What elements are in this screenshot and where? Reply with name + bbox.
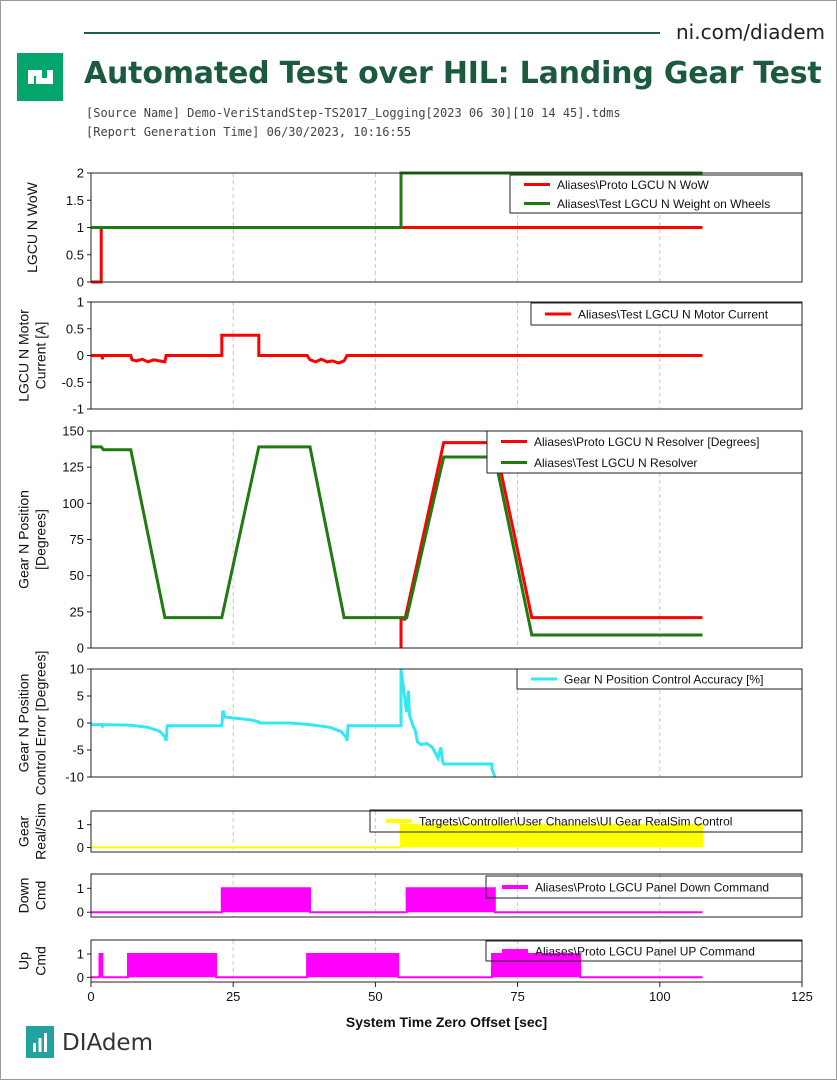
panel-1: 0 0.5 1 1.5 2 LGCU N WoW Aliases\Proto LGCU N … [24,166,803,290]
legend-box [369,809,803,833]
y-tick-label: 1 [77,220,84,235]
legend-label: Aliases\Proto LGCU N Resolver [Degrees] [534,435,759,449]
source-name-line: [Source Name] Demo-VeriStandStep-TS2017_… [86,106,621,120]
legend-label: Aliases\Test LGCU N Motor Current [578,308,769,322]
y-axis-label: Gear N Position [16,490,32,589]
x-tick-label: 75 [510,989,524,1004]
report-title: Automated Test over HIL: Landing Gear Te… [84,56,822,91]
legend-box [486,430,803,474]
site-url[interactable]: ni.com/diadem [676,20,826,44]
y-tick-label: 0 [77,716,84,731]
series-line-1 [91,953,703,979]
y-axis-label: Control Error [Degrees] [33,651,49,796]
x-tick-label: 50 [368,989,382,1004]
series-line-2 [91,445,703,637]
legend-label: Aliases\Test LGCU N Resolver [534,456,697,470]
y-axis-label: [Degrees] [33,509,49,570]
y-tick-label: 100 [62,496,84,511]
y-tick-label: 1 [77,295,84,310]
panel-3: 0 25 50 75 100 125 150 Gear N Position [Degrees]… [16,424,803,656]
y-axis-label: Down [16,878,32,914]
y-tick-label: 10 [70,662,84,677]
y-axis-label: Current [A] [33,322,49,390]
x-tick-label: 100 [649,989,671,1004]
y-tick-label: 1 [77,947,84,962]
ni-logo [17,53,63,101]
series-line-1 [91,226,703,284]
legend-label: Aliases\Test LGCU N Weight on Wheels [557,197,770,211]
y-tick-label: 0 [77,348,84,363]
y-tick-label: 5 [77,689,84,704]
series-fill-1 [91,954,703,978]
y-tick-label: -1 [72,402,84,417]
y-tick-label: -5 [72,743,84,758]
y-tick-label: 50 [70,568,84,583]
y-tick-label: 1 [77,881,84,896]
legend-box [516,668,803,690]
y-axis-label: LGCU N WoW [24,181,40,273]
legend-box [530,302,803,326]
series-fill-1 [91,888,703,913]
legend-label: Targets\Controller\User Channels\UI Gear… [419,815,732,829]
y-tick-label: 0.5 [66,247,84,262]
y-axis-label: Real/Sim [33,803,49,860]
y-axis-label: Cmd [33,946,49,976]
report-generation-line: [Report Generation Time] 06/30/2023, 10:… [86,125,412,139]
panel-7: 0 1 Up Cmd Aliases\Proto LGCU Panel UP Comma… [16,939,803,985]
y-tick-label: 0 [77,275,84,290]
y-tick-label: 0 [77,905,84,920]
y-tick-label: 0 [77,840,84,855]
y-tick-label: 1 [77,817,84,832]
series-line-1 [91,333,703,365]
panel-2: -1 -0.5 0 0.5 1 LGCU N Motor Current [A] Aliase… [16,295,803,417]
x-tick-label: 0 [87,989,94,1004]
diadem-logo-icon [26,1026,54,1058]
panel-5: 0 1 Gear Real/Sim Targets\Controller\User Ch… [16,803,803,860]
legend-label: Gear N Position Control Accuracy [%] [564,673,763,687]
y-tick-label: 0 [77,641,84,656]
y-axis-label: Cmd [33,881,49,911]
legend-box [485,940,803,962]
y-tick-label: 2 [77,166,84,181]
series-line-1 [91,668,497,778]
series-fill-1 [91,824,703,848]
y-tick-label: 75 [70,532,84,547]
diadem-brand: DIAdem [62,1030,153,1056]
y-tick-label: 125 [62,460,84,475]
y-axis-label: LGCU N Motor [16,309,32,402]
legend-label: Aliases\Proto LGCU Panel Down Command [535,881,769,895]
y-tick-label: 150 [62,424,84,439]
y-axis-label: Up [16,952,32,970]
y-axis-label: Gear [16,816,32,847]
panel-6: 0 1 Down Cmd Aliases\Proto LGCU Panel Down C… [16,873,803,920]
y-tick-label: -10 [65,770,84,785]
y-tick-label: 0 [77,970,84,985]
ni-logo-icon [28,70,53,84]
legend-label: Aliases\Proto LGCU Panel UP Command [535,945,755,959]
legend-label: Aliases\Proto LGCU N WoW [557,178,709,192]
series-line-1 [91,887,703,914]
y-axis-label: Gear N Position [16,674,32,773]
x-tick-label: 25 [226,989,240,1004]
top-rule [84,32,660,34]
legend-box [509,174,803,214]
x-tick-label: 125 [791,989,813,1004]
y-tick-label: 25 [70,604,84,619]
y-tick-label: -0.5 [62,375,84,390]
y-tick-label: 1.5 [66,193,84,208]
panel-4: -10 -5 0 5 10 Gear N Position Control Error [D… [16,651,803,796]
x-axis-label: System Time Zero Offset [sec] [346,1014,547,1030]
y-tick-label: 0.5 [66,321,84,336]
legend-box [485,875,803,899]
